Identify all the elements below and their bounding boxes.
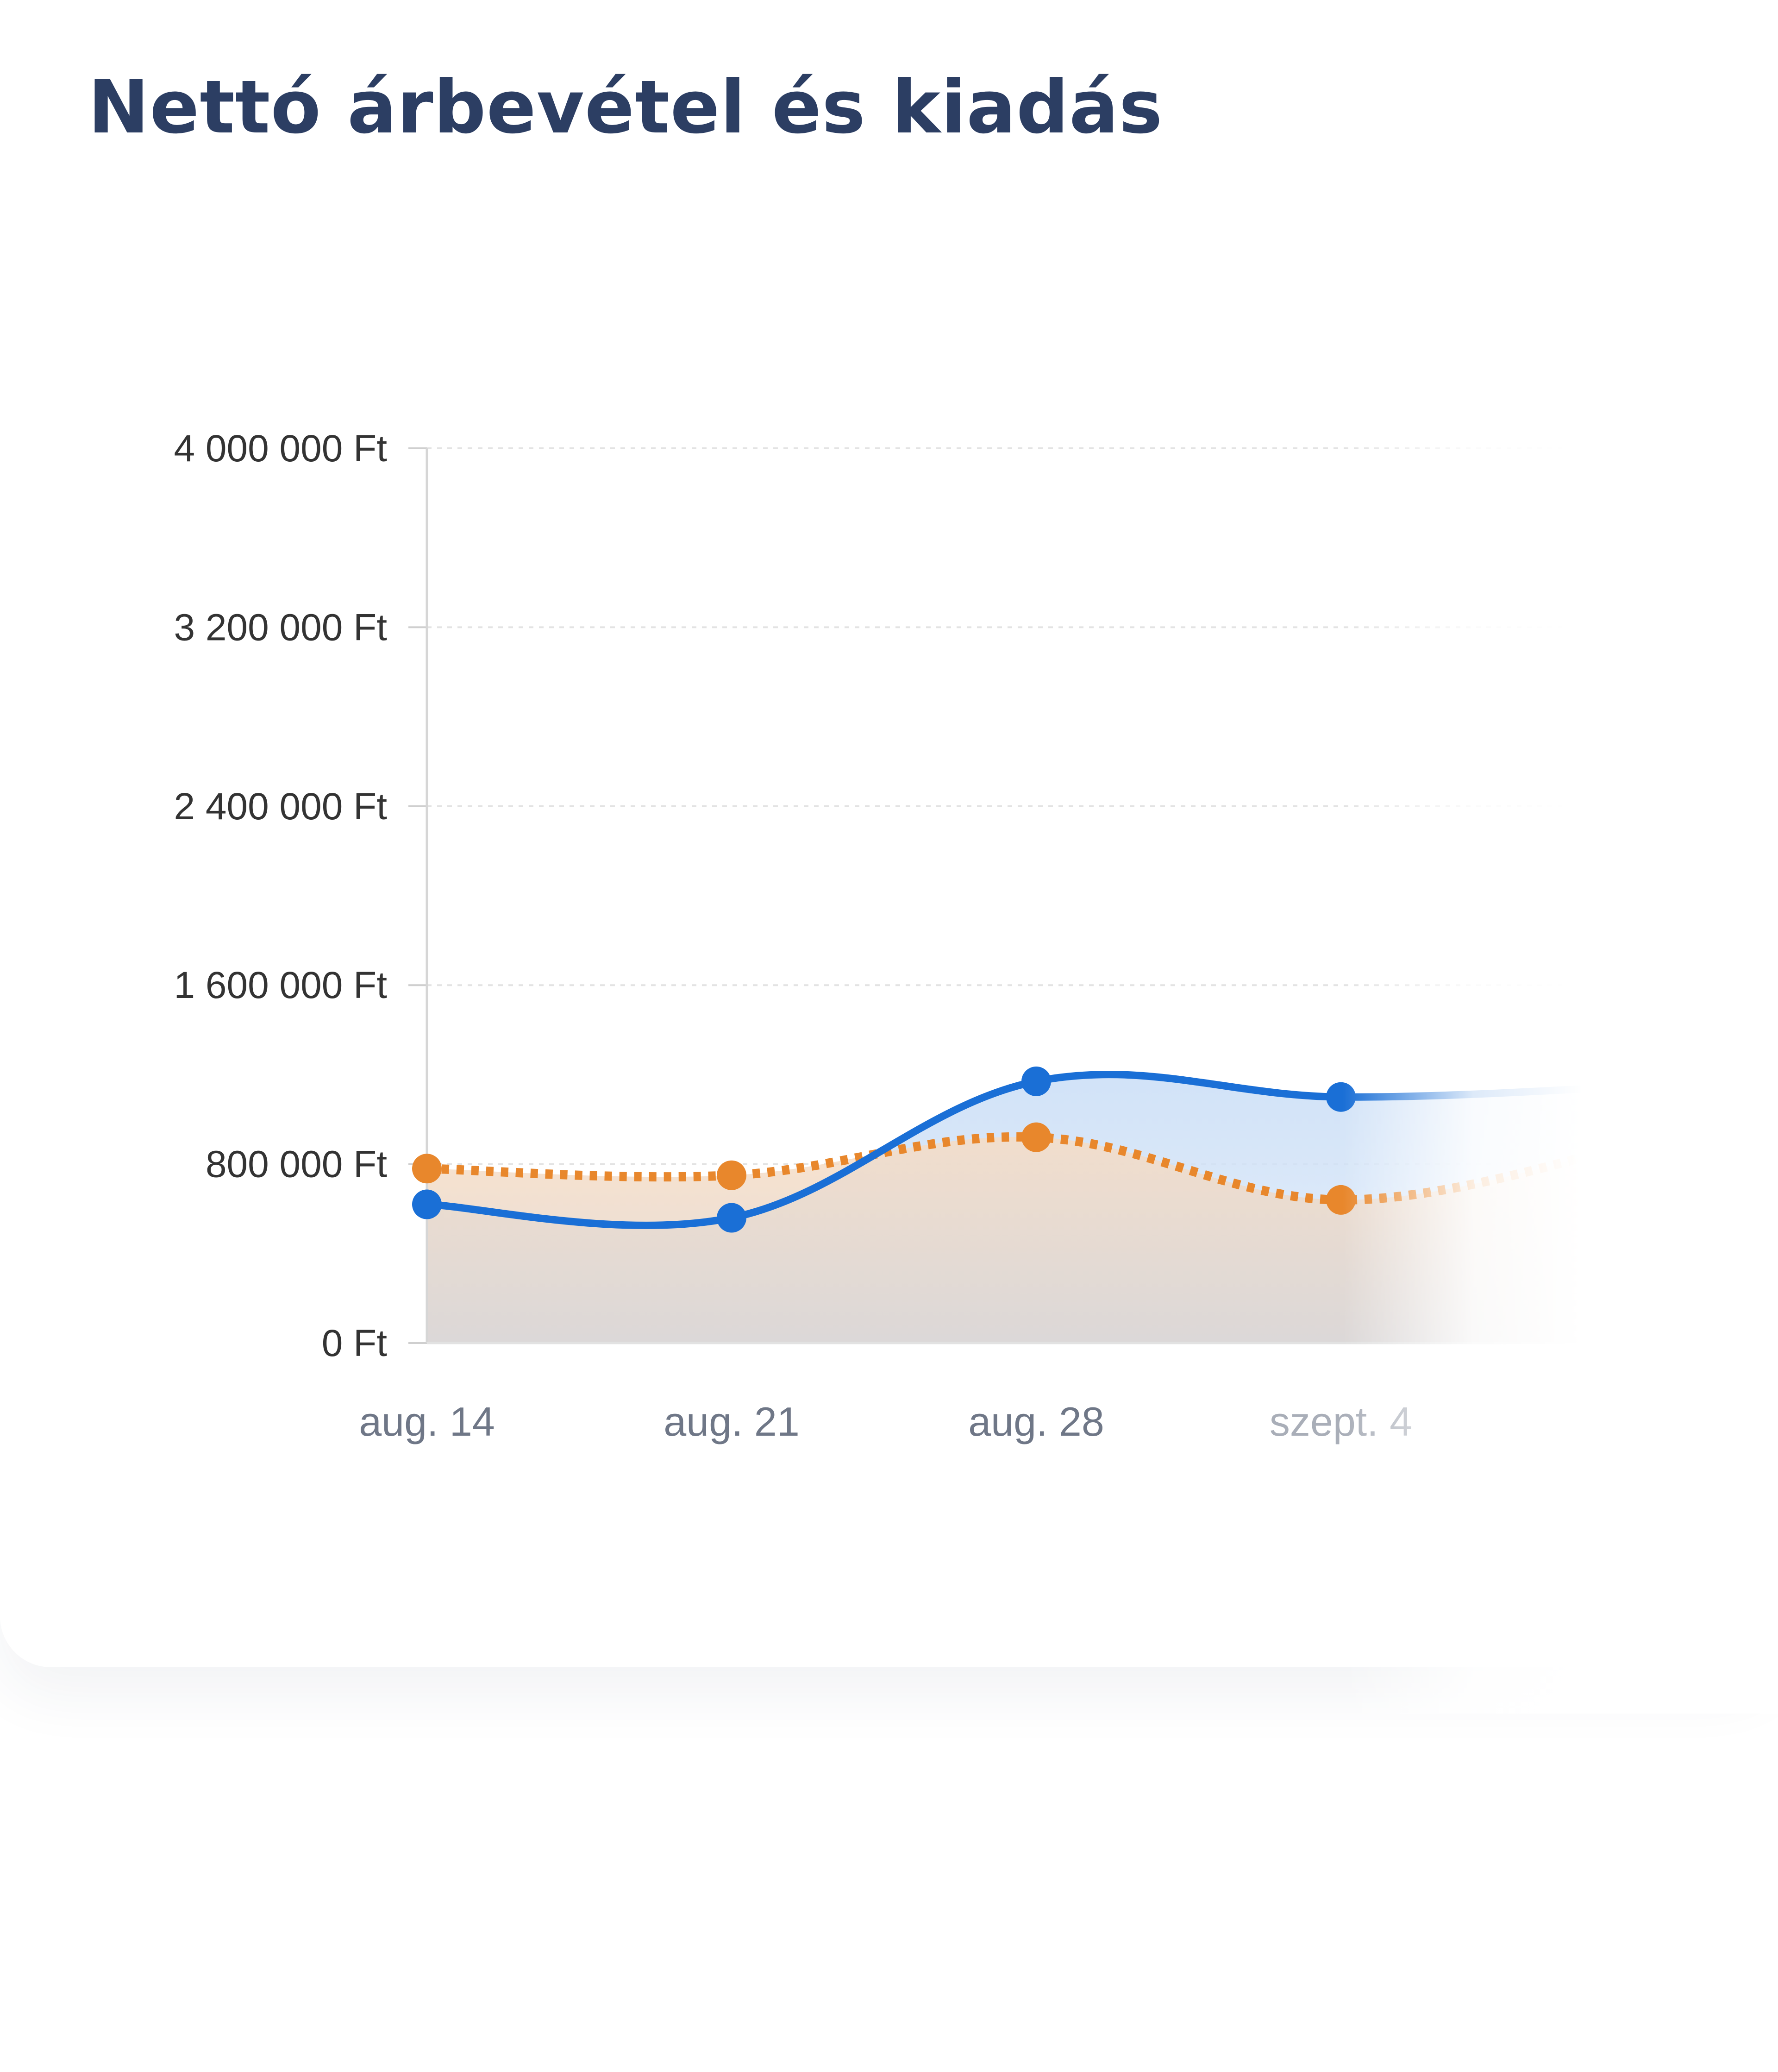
y-tick-label: 0 Ft	[322, 1322, 387, 1364]
y-tick-label: 800 000 Ft	[206, 1143, 387, 1186]
revenue-point[interactable]	[1021, 1066, 1051, 1096]
revenue-expense-chart: 4 000 000 Ft 3 200 000 Ft 2 400 000 Ft 1 60…	[174, 427, 1649, 1444]
y-axis-tick-labels: 4 000 000 Ft 3 200 000 Ft 2 400 000 Ft 1 60…	[174, 427, 388, 1364]
revenue-point[interactable]	[1326, 1082, 1356, 1112]
revenue-point[interactable]	[412, 1189, 442, 1219]
y-tick-label: 3 200 000 Ft	[174, 606, 388, 648]
x-tick-label: szept. 4	[1270, 1399, 1412, 1444]
card-title: Nettó árbevétel és kiadás	[88, 65, 1163, 150]
x-axis-tick-labels: aug. 14 aug. 21 aug. 28 szept. 4	[359, 1399, 1412, 1444]
expense-point[interactable]	[717, 1160, 746, 1190]
chart-card: Nettó árbevétel és kiadás 4 000 000 Ft 3 …	[88, 65, 1778, 1714]
y-tick-label: 1 600 000 Ft	[174, 964, 388, 1006]
x-tick-label: aug. 21	[664, 1399, 800, 1444]
x-tick-label: aug. 28	[968, 1399, 1104, 1444]
expense-point[interactable]	[1326, 1185, 1356, 1215]
x-tick-label: aug. 14	[359, 1399, 495, 1444]
chart-areas	[427, 1074, 1646, 1343]
revenue-point[interactable]	[717, 1203, 746, 1233]
y-tick-label: 4 000 000 Ft	[174, 427, 388, 470]
y-tick-label: 2 400 000 Ft	[174, 785, 388, 828]
expense-point[interactable]	[412, 1154, 442, 1184]
expense-point[interactable]	[1021, 1122, 1051, 1152]
